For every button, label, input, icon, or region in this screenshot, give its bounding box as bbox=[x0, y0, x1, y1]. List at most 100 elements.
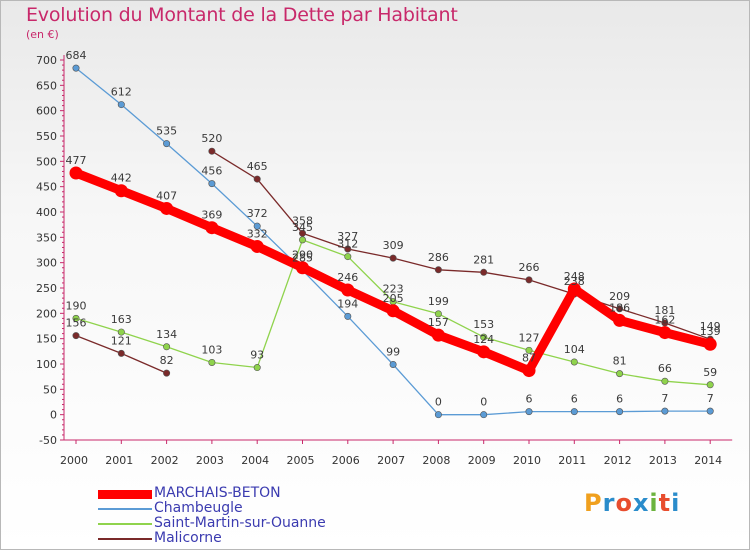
data-point-2 bbox=[434, 310, 442, 318]
y-tick-label: 50 bbox=[43, 383, 57, 396]
data-label-0: 87 bbox=[522, 352, 536, 365]
y-tick-label: 300 bbox=[36, 257, 57, 270]
legend-swatch bbox=[98, 523, 152, 525]
data-point-0 bbox=[160, 201, 174, 215]
x-tick-label: 2002 bbox=[151, 454, 179, 467]
data-point-0 bbox=[341, 283, 355, 297]
data-label-0: 205 bbox=[383, 292, 404, 305]
x-tick-label: 2011 bbox=[558, 454, 586, 467]
data-point-3 bbox=[616, 305, 624, 313]
data-label-3: 238 bbox=[564, 275, 585, 288]
x-tick-label: 2014 bbox=[694, 454, 722, 467]
logo-letter: P bbox=[584, 489, 603, 517]
y-tick-label: 0 bbox=[50, 409, 57, 422]
data-point-1 bbox=[706, 407, 714, 415]
data-label-3: 266 bbox=[519, 261, 540, 274]
data-point-3 bbox=[208, 147, 216, 155]
data-label-0: 248 bbox=[564, 270, 585, 283]
logo-letter: i bbox=[671, 489, 681, 517]
data-label-1: 194 bbox=[337, 297, 358, 310]
data-point-2 bbox=[616, 370, 624, 378]
data-point-0 bbox=[114, 184, 128, 198]
data-point-3 bbox=[434, 266, 442, 274]
data-point-0 bbox=[386, 304, 400, 318]
legend-swatch bbox=[98, 508, 152, 510]
y-tick-label: 100 bbox=[36, 358, 57, 371]
data-label-1: 6 bbox=[616, 393, 623, 406]
data-label-3: 156 bbox=[66, 317, 87, 330]
data-point-1 bbox=[163, 140, 171, 148]
data-label-2: 103 bbox=[201, 343, 222, 356]
y-tick-label: 400 bbox=[36, 206, 57, 219]
y-tick-label: 200 bbox=[36, 307, 57, 320]
data-point-2 bbox=[253, 364, 261, 372]
data-label-1: 7 bbox=[661, 392, 668, 405]
data-label-0: 246 bbox=[337, 271, 358, 284]
data-label-2: 81 bbox=[613, 355, 627, 368]
data-label-0: 477 bbox=[66, 154, 87, 167]
data-label-0: 186 bbox=[609, 301, 630, 314]
logo-letter: x bbox=[632, 489, 650, 517]
data-label-3: 121 bbox=[111, 334, 132, 347]
data-point-2 bbox=[163, 343, 171, 351]
data-label-1: 7 bbox=[707, 392, 714, 405]
x-tick-label: 2008 bbox=[422, 454, 450, 467]
data-label-3: 286 bbox=[428, 251, 449, 264]
data-point-2 bbox=[298, 236, 306, 244]
data-label-3: 82 bbox=[160, 354, 174, 367]
x-tick-label: 2006 bbox=[332, 454, 360, 467]
x-tick-label: 2005 bbox=[287, 454, 315, 467]
legend-item: Saint-Martin-sur-Ouanne bbox=[98, 515, 398, 531]
chart-title: Evolution du Montant de la Dette par Hab… bbox=[26, 4, 458, 26]
logo-letter: i bbox=[649, 489, 659, 517]
data-point-0 bbox=[431, 328, 445, 342]
legend-label: Chambeugle bbox=[154, 500, 243, 516]
data-point-3 bbox=[344, 245, 352, 253]
data-point-3 bbox=[298, 229, 306, 237]
data-label-2: 59 bbox=[703, 366, 717, 379]
data-label-1: 6 bbox=[526, 393, 533, 406]
data-point-0 bbox=[522, 364, 536, 378]
data-label-2: 199 bbox=[428, 295, 449, 308]
data-label-3: 327 bbox=[337, 230, 358, 243]
data-label-2: 345 bbox=[292, 221, 313, 234]
logo-letter: t bbox=[658, 489, 672, 517]
data-label-2: 66 bbox=[658, 362, 672, 375]
data-point-1 bbox=[616, 408, 624, 416]
x-tick-label: 2001 bbox=[105, 454, 133, 467]
y-tick-label: 700 bbox=[36, 54, 57, 67]
data-label-1: 612 bbox=[111, 86, 132, 99]
series-line-3 bbox=[211, 150, 711, 340]
data-label-0: 369 bbox=[201, 209, 222, 222]
data-label-2: 153 bbox=[473, 318, 494, 331]
data-label-2: 190 bbox=[66, 299, 87, 312]
data-label-3: 358 bbox=[292, 214, 313, 227]
data-label-3: 309 bbox=[383, 239, 404, 252]
data-point-2 bbox=[570, 358, 578, 366]
data-label-3: 209 bbox=[609, 290, 630, 303]
data-label-2: 127 bbox=[519, 331, 540, 344]
data-label-0: 332 bbox=[247, 227, 268, 240]
data-label-2: 223 bbox=[383, 283, 404, 296]
y-tick-label: 500 bbox=[36, 155, 57, 168]
x-tick-label: 2003 bbox=[196, 454, 224, 467]
proxiti-logo: Proxiti bbox=[584, 489, 680, 517]
y-tick-label: 550 bbox=[36, 130, 57, 143]
x-tick-label: 2000 bbox=[60, 454, 88, 467]
logo-letter: o bbox=[615, 489, 633, 517]
data-point-1 bbox=[661, 407, 669, 415]
data-point-1 bbox=[434, 411, 442, 419]
data-point-0 bbox=[613, 313, 627, 327]
y-tick-label: 450 bbox=[36, 181, 57, 194]
data-point-1 bbox=[480, 411, 488, 419]
data-point-2 bbox=[525, 346, 533, 354]
data-point-1 bbox=[570, 408, 578, 416]
x-tick-label: 2009 bbox=[468, 454, 496, 467]
y-tick-label: 150 bbox=[36, 333, 57, 346]
data-label-2: 93 bbox=[250, 349, 264, 362]
data-label-0: 407 bbox=[156, 189, 177, 202]
data-label-1: 0 bbox=[435, 396, 442, 409]
data-label-0: 290 bbox=[292, 249, 313, 262]
data-point-0 bbox=[250, 239, 264, 253]
